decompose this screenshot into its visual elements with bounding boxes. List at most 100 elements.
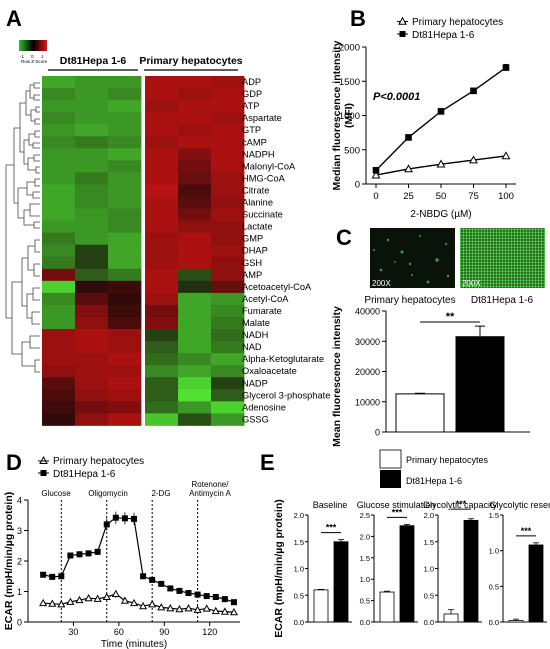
data-point-d [129, 598, 139, 607]
heatmap-cell [42, 124, 76, 137]
heatmap-cell [42, 244, 76, 258]
heatmap-cell [178, 148, 212, 161]
heatmap-cell [178, 244, 212, 258]
heatmap-cell [75, 268, 109, 282]
heatmap-cell [211, 268, 245, 282]
y-tick-label-e1: 2.0 [294, 511, 304, 520]
heatmap-cell [178, 329, 212, 342]
data-point-b [372, 167, 380, 174]
data-point-d [184, 604, 193, 612]
subplot-title-e2: Glucose stimulation [357, 500, 436, 510]
heatmap-cell [178, 208, 212, 221]
panel-letter-c: C [336, 225, 352, 250]
bar-e2 [379, 591, 395, 623]
y-axis-label-c: Mean fluorescence intensity [331, 306, 343, 447]
series-line-d-1 [43, 517, 235, 603]
heatmap-cell [108, 377, 142, 390]
heatmap-cell [211, 341, 245, 354]
metabolite-label: DHAP [242, 246, 268, 256]
heatmap-cell [42, 88, 76, 101]
y-tick-label-d: 2 [17, 557, 22, 567]
data-point-b [437, 108, 445, 115]
heatmap-cell [42, 220, 76, 234]
x-tick-label-d: 30 [68, 627, 78, 637]
metabolite-label: NADPH [242, 149, 275, 159]
zscore-color-key [19, 40, 47, 51]
metabolite-label: GTP [242, 125, 261, 135]
panel-e: E Primary hepatocytes Dt81Hepa 1-6 Basel… [260, 449, 550, 638]
metabolite-label: Alanine [242, 198, 273, 208]
data-point-d [93, 594, 102, 602]
injection-label-antimycin: Antimycin A [189, 489, 231, 498]
heatmap-cell [75, 196, 109, 209]
x-tick-label-b: 75 [468, 191, 479, 202]
heatmap-cell [145, 124, 179, 137]
heatmap-cell [145, 256, 179, 270]
metabolite-label: Lactate [242, 222, 273, 232]
heatmap-cell [75, 100, 109, 113]
heatmap-cell [178, 389, 212, 402]
legend-label-primary-e: Primary hepatocytes [406, 455, 489, 465]
significance-label-c: ** [446, 311, 455, 323]
heatmap-cell [42, 280, 76, 294]
panel-d: D Primary hepatocytes Dt81Hepa 1-6 Gluco… [3, 450, 240, 649]
data-point-d [49, 573, 56, 580]
y-tick-label-e4: 1.0 [489, 547, 499, 556]
y-tick-label-e4: 0.0 [489, 618, 499, 627]
y-tick-label-e3: 2.0 [424, 511, 434, 520]
data-point-d [220, 607, 229, 615]
x-tick-label-b: 0 [373, 191, 378, 202]
zscore-tick-low: -1 [20, 54, 24, 59]
legend-swatch-dt81-e [380, 470, 401, 488]
injection-label-oligomycin: Oligomycin [88, 489, 128, 498]
data-point-d [39, 598, 48, 607]
heatmap-cell [75, 112, 109, 125]
heatmap-cell [42, 365, 76, 378]
data-point-d [131, 515, 137, 522]
heatmap-cell [75, 401, 109, 414]
heatmap-cell [108, 160, 142, 173]
heatmap-cell [211, 365, 245, 378]
x-tick-label-d: 60 [114, 627, 124, 637]
x-tick-label-b: 25 [403, 191, 414, 202]
heatmap-cell [108, 317, 142, 330]
data-point-d [202, 604, 211, 612]
heatmap-cell [108, 232, 142, 246]
heatmap-cell [108, 208, 142, 221]
heatmap-cell [145, 160, 179, 173]
heatmap-cell [178, 413, 212, 426]
heatmap-cell [108, 88, 142, 101]
heatmap-cell [108, 353, 142, 366]
significance-label-e1: *** [326, 523, 337, 533]
heatmap-cell [75, 256, 109, 270]
heatmap-cell [145, 100, 179, 113]
heatmap-cell [42, 172, 76, 185]
heatmap-cell [108, 292, 142, 306]
heatmap-cell [108, 341, 142, 354]
y-tick-label-b: 2000 [339, 43, 360, 54]
heatmap-cell [178, 76, 212, 89]
heatmap-cell [108, 244, 142, 258]
zscore-label: Row Z-Score [21, 59, 48, 64]
y-tick-label-c: 0 [375, 428, 380, 438]
heatmap-cell [211, 184, 245, 197]
panel-c: C 200X 200X Primary hepatocytes Dt81Hepa… [331, 225, 545, 447]
heatmap-cell [211, 136, 245, 149]
heatmap-cell [211, 112, 245, 125]
heatmap-cell [42, 401, 76, 414]
heatmap-cell [75, 244, 109, 258]
heatmap-cell [145, 208, 179, 221]
row-dendrogram [5, 82, 40, 373]
heatmap-cell [108, 329, 142, 342]
y-tick-label-e3: 0.5 [424, 591, 434, 600]
y-tick-label-c: 40000 [355, 307, 380, 317]
data-point-d [203, 593, 210, 600]
zscore-tick-high: 1 [41, 54, 44, 59]
data-point-d [230, 599, 237, 606]
metabolite-label: GMP [242, 234, 263, 244]
group-label-primary: Primary hepatocytes [139, 55, 242, 67]
y-tick-label-c: 20000 [355, 367, 380, 377]
y-tick-label-e3: 0.0 [424, 618, 434, 627]
heatmap-cell [145, 365, 179, 378]
heatmap-cell [108, 148, 142, 161]
